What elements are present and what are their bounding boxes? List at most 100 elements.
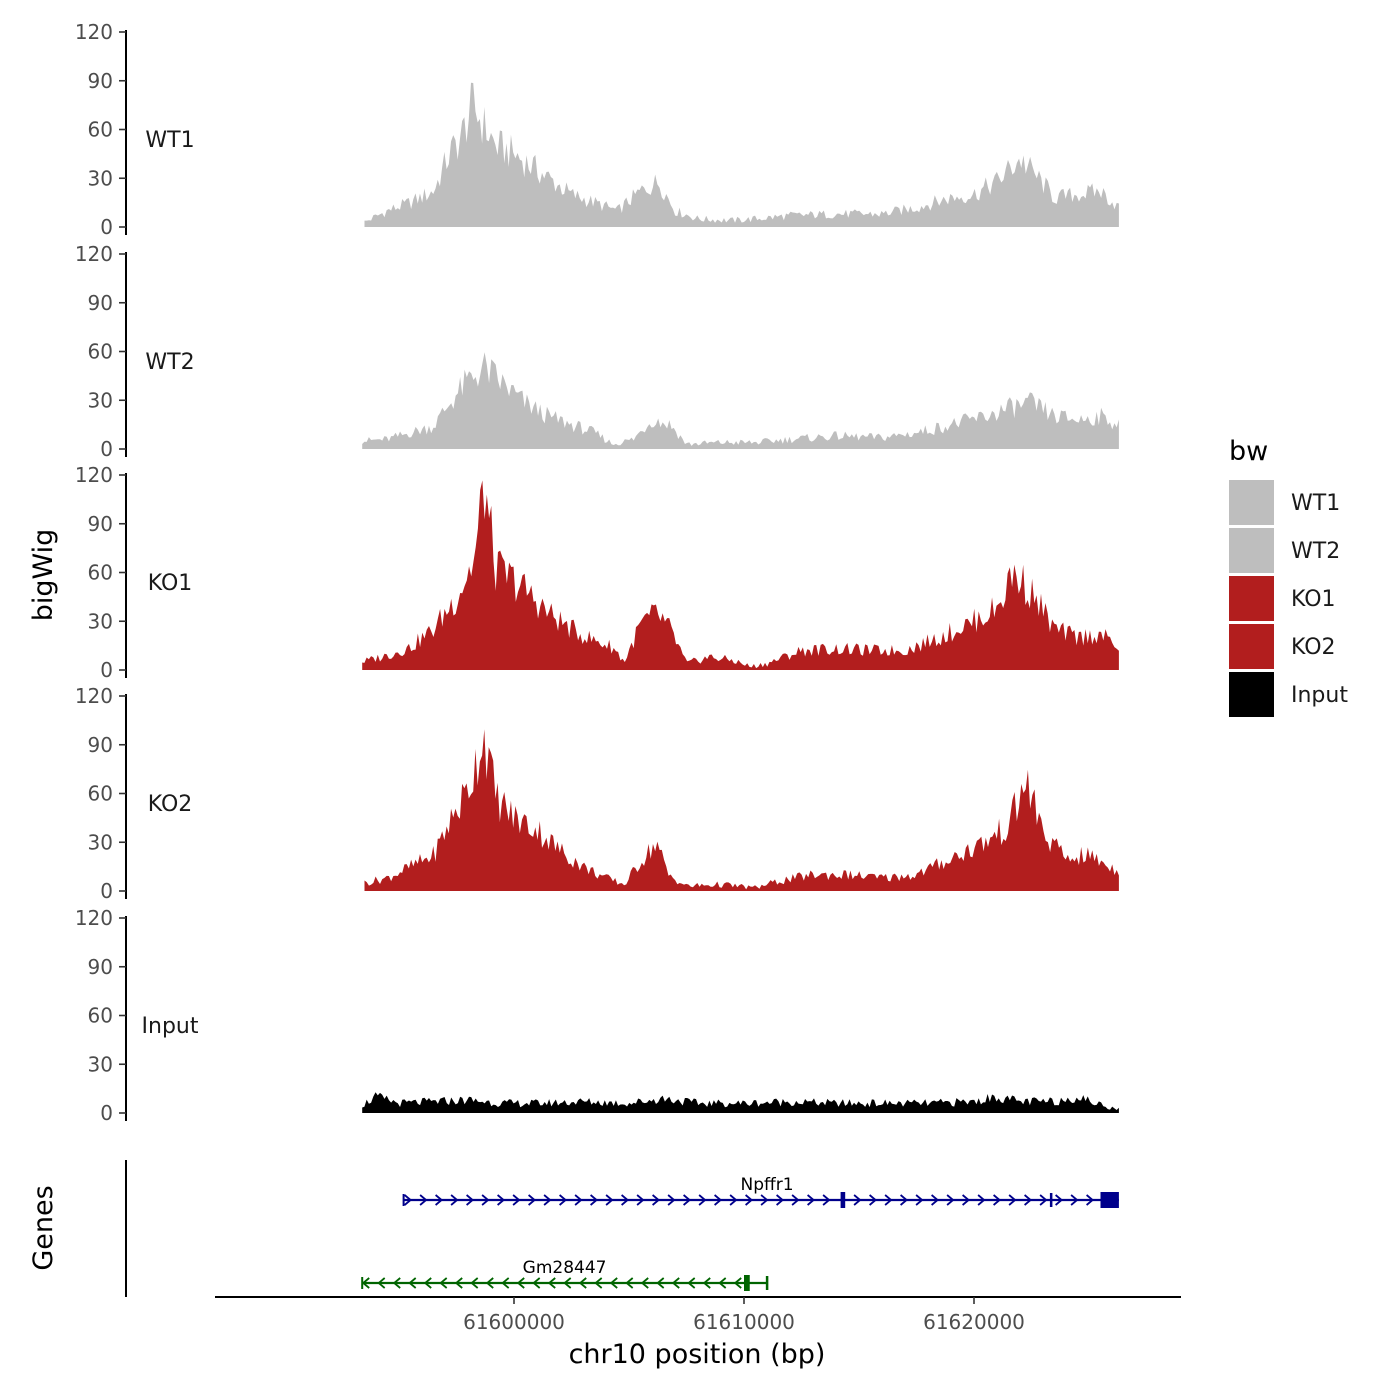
y-tick-label: 0	[100, 437, 113, 461]
genes-panel: Npffr1 Gm28447	[125, 1160, 1119, 1297]
strand-arrow	[454, 1277, 463, 1289]
strand-arrow	[853, 1194, 862, 1206]
strand-arrow	[574, 1194, 583, 1206]
track-ko2: 0 30 60 90 120 KO2	[75, 684, 1119, 903]
track-label: KO2	[148, 792, 193, 817]
strand-arrow	[1024, 1194, 1033, 1206]
strand-arrow	[404, 1194, 413, 1206]
strand-arrow	[594, 1277, 603, 1289]
strand-arrow	[559, 1194, 568, 1206]
strand-arrow	[652, 1194, 661, 1206]
strand-arrow	[807, 1194, 816, 1206]
strand-arrow	[977, 1194, 986, 1206]
y-tick-label: 60	[88, 1004, 113, 1028]
exon	[744, 1275, 750, 1291]
legend-key-wt2	[1229, 528, 1274, 573]
strand-arrow	[745, 1194, 754, 1206]
strand-arrow	[532, 1277, 541, 1289]
exon	[1049, 1193, 1053, 1207]
y-tick-label: 120	[75, 684, 113, 708]
y-tick-label: 0	[100, 658, 113, 682]
track-ko1: 0 30 60 90 120 KO1	[75, 463, 1119, 682]
exon	[765, 1276, 769, 1290]
x-tick-label: 61600000	[463, 1310, 565, 1334]
legend-key-ko1	[1229, 576, 1274, 621]
strand-arrow	[512, 1194, 521, 1206]
track-wt2: 0 30 60 90 120 WT2	[75, 242, 1119, 461]
strand-arrow	[776, 1194, 785, 1206]
y-tick-label: 30	[88, 609, 113, 633]
strand-arrow	[528, 1194, 537, 1206]
legend-label: Input	[1291, 683, 1348, 708]
strand-arrow	[636, 1194, 645, 1206]
strand-arrow	[1055, 1194, 1064, 1206]
strand-arrow	[683, 1194, 692, 1206]
x-axis-title: chr10 position (bp)	[569, 1339, 826, 1370]
exon	[840, 1192, 846, 1208]
legend-title: bw	[1229, 436, 1268, 467]
strand-arrow	[962, 1194, 971, 1206]
y-tick-label: 0	[100, 879, 113, 903]
y-tick-label: 90	[88, 291, 113, 315]
track-input: 0 30 60 90 120 Input	[75, 906, 1119, 1125]
strand-arrow	[656, 1277, 665, 1289]
strand-arrow	[931, 1194, 940, 1206]
y-tick-label: 120	[75, 20, 113, 44]
strand-arrow	[408, 1277, 417, 1289]
y-tick-label: 90	[88, 69, 113, 93]
exon	[1100, 1192, 1119, 1208]
strand-arrow	[578, 1277, 587, 1289]
strand-arrow	[419, 1194, 428, 1206]
track-label: WT2	[145, 350, 194, 375]
strand-arrow	[760, 1194, 769, 1206]
y-tick-label: 30	[88, 388, 113, 412]
y-tick-label: 30	[88, 166, 113, 190]
y-tick-label: 60	[88, 118, 113, 142]
strand-arrow	[729, 1194, 738, 1206]
coverage-area-ko1	[362, 480, 1119, 670]
gene-gm28447: Gm28447	[361, 1258, 769, 1291]
strand-arrow	[392, 1277, 401, 1289]
x-tick-label: 61620000	[923, 1310, 1025, 1334]
y-tick-label: 90	[88, 512, 113, 536]
y-tick-label: 30	[88, 1052, 113, 1076]
coverage-area-wt1	[364, 82, 1119, 227]
genes-axis-title: Genes	[28, 1185, 59, 1270]
y-tick-label: 120	[75, 242, 113, 266]
track-label: WT1	[145, 128, 194, 153]
strand-arrow	[1070, 1194, 1079, 1206]
coverage-area-input	[362, 1092, 1119, 1113]
gene-label: Npffr1	[740, 1175, 793, 1195]
legend-label: WT1	[1291, 491, 1340, 516]
legend-key-ko2	[1229, 624, 1274, 669]
coverage-area-ko2	[364, 729, 1119, 891]
strand-arrow	[702, 1277, 711, 1289]
y-tick-label: 60	[88, 782, 113, 806]
strand-arrow	[466, 1194, 475, 1206]
strand-arrow	[869, 1194, 878, 1206]
strand-arrow	[718, 1277, 727, 1289]
legend-key-wt1	[1229, 480, 1274, 525]
coverage-tracks: 0306090120WT10306090120WT20306090120KO10…	[75, 20, 1119, 1125]
gene-label: Gm28447	[523, 1258, 607, 1278]
strand-arrow	[1039, 1194, 1048, 1206]
track-label: Input	[142, 1014, 199, 1039]
strand-arrow	[435, 1194, 444, 1206]
y-tick-label: 120	[75, 906, 113, 930]
strand-arrow	[733, 1277, 742, 1289]
strand-arrow	[671, 1277, 680, 1289]
y-tick-label: 90	[88, 733, 113, 757]
strand-arrow	[497, 1194, 506, 1206]
strand-arrow	[516, 1277, 525, 1289]
strand-arrow	[1086, 1194, 1095, 1206]
strand-arrow	[501, 1277, 510, 1289]
strand-arrow	[423, 1277, 432, 1289]
strand-arrow	[993, 1194, 1002, 1206]
strand-arrow	[625, 1277, 634, 1289]
strand-arrow	[470, 1277, 479, 1289]
legend-label: WT2	[1291, 539, 1340, 564]
y-tick-label: 0	[100, 1101, 113, 1125]
strand-arrow	[485, 1277, 494, 1289]
track-wt1: 0 30 60 90 120 WT1	[75, 20, 1119, 239]
strand-arrow	[667, 1194, 676, 1206]
